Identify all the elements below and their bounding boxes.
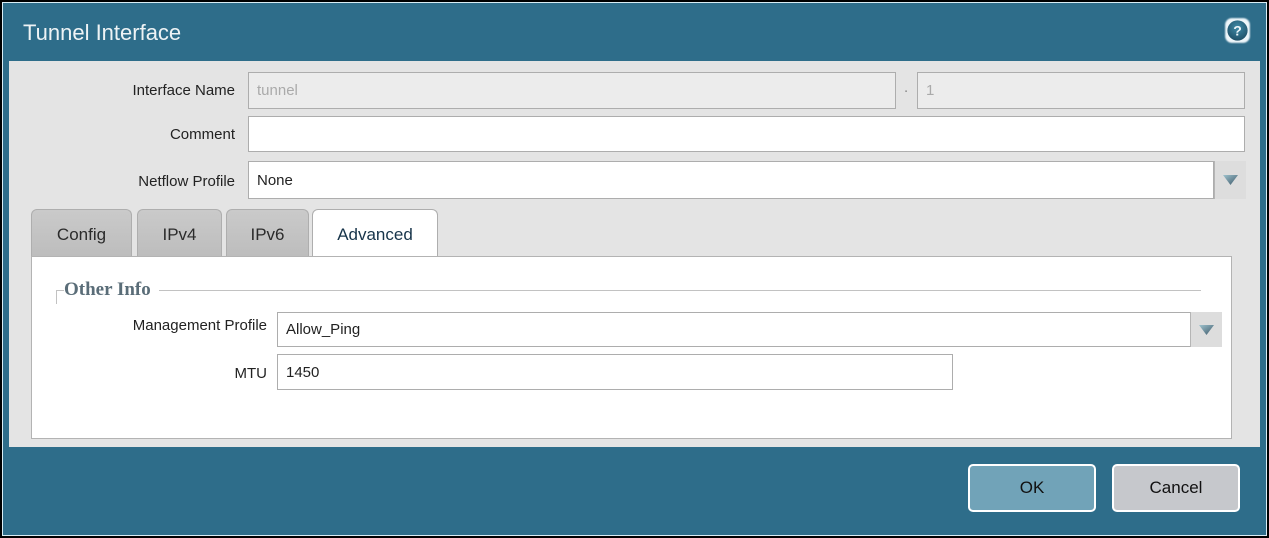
svg-text:?: ? (1233, 23, 1242, 39)
